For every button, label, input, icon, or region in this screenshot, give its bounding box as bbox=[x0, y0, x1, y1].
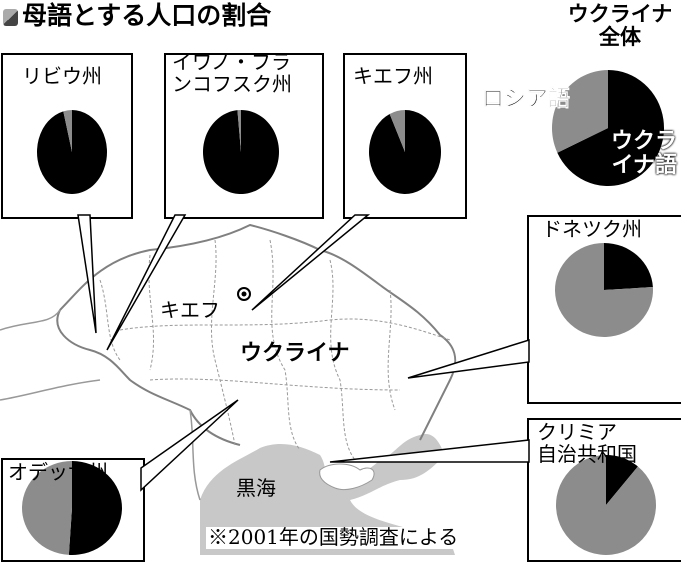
pointer-ivano-frankivsk bbox=[106, 214, 187, 351]
pie-slice-crimea-russian bbox=[556, 455, 656, 555]
pie-slice-ivano-frankivsk-russian bbox=[237, 110, 241, 152]
pie-slice-ukraine-ukrainian bbox=[557, 70, 665, 186]
pointer-kyiv bbox=[251, 214, 371, 311]
pie-title-line: ウクライナ bbox=[567, 2, 673, 26]
label-russian: ロシア語 bbox=[482, 87, 571, 112]
pie-slice-donetsk-ukrainian bbox=[604, 243, 653, 290]
capital-marker-icon bbox=[237, 287, 251, 301]
label-ukrainian: ウクラ イナ語 bbox=[597, 130, 677, 178]
pie-title-line: 全体 bbox=[599, 24, 641, 49]
title: 母語とする人口の割合 bbox=[22, 1, 272, 30]
pie-title-odessa: オデッサ州 bbox=[8, 460, 108, 484]
pie-title-kyiv: キエフ州 bbox=[353, 64, 433, 88]
pie-title-lviv: リビウ州 bbox=[22, 64, 102, 88]
pie-slice-odessa-russian bbox=[22, 461, 72, 555]
pointer-donetsk bbox=[407, 338, 530, 379]
pie-slice-donetsk-russian bbox=[555, 243, 653, 337]
pie-title-ukraine: ウクライナ 全体 bbox=[560, 3, 680, 48]
pie-slice-ivano-frankivsk-ukrainian bbox=[202, 110, 279, 194]
pie-title-line: イワノ・フラ bbox=[172, 50, 291, 74]
pie-title-crimea: クリミア 自治共和国 bbox=[537, 420, 637, 466]
pie-slice-lviv-russian bbox=[63, 110, 72, 152]
black-sea bbox=[200, 434, 455, 555]
label-line: ウクラ bbox=[610, 129, 677, 154]
pie-title-line: 自治共和国 bbox=[537, 441, 637, 466]
cube-icon bbox=[3, 9, 18, 26]
pie-slice-crimea-ukrainian bbox=[606, 455, 638, 505]
label-line: イナ語 bbox=[611, 152, 677, 178]
pie-title-donetsk: ドネツク州 bbox=[542, 217, 642, 241]
neighbor-border bbox=[0, 309, 201, 501]
pie-slice-odessa-ukrainian bbox=[68, 461, 122, 555]
pie-title-line: ンコフスク州 bbox=[172, 71, 292, 96]
pie-slice-kyiv-ukrainian bbox=[369, 110, 442, 194]
pie-title-ivano-frankivsk: イワノ・フラ ンコフスク州 bbox=[172, 50, 292, 96]
crimea bbox=[319, 463, 375, 491]
footnote: ※2001年の国勢調査による bbox=[206, 525, 461, 549]
pie-slice-kyiv-russian bbox=[389, 110, 405, 152]
capital-label: キエフ bbox=[160, 298, 220, 322]
pointer-odessa bbox=[140, 399, 239, 492]
pointer-crimea bbox=[329, 439, 530, 463]
pointer-lviv bbox=[77, 214, 97, 334]
pie-slice-ukraine-russian bbox=[552, 70, 608, 153]
sea-label: 黒海 bbox=[236, 476, 276, 500]
country-label: ウクライナ bbox=[240, 341, 350, 366]
pie-title-line: クリミア bbox=[537, 420, 617, 444]
province-borders bbox=[99, 239, 451, 461]
